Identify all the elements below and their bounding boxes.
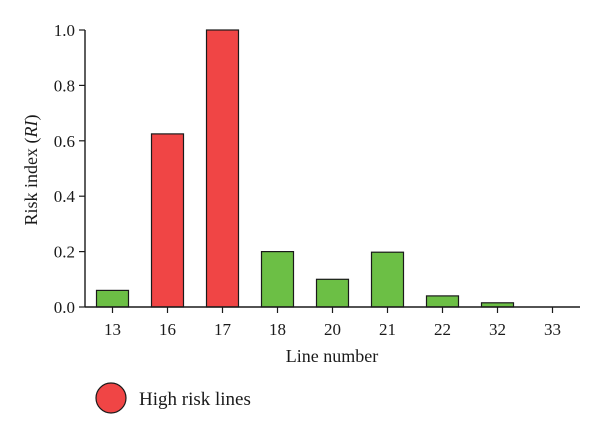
x-tick-label-13: 13: [104, 320, 121, 339]
bar-line-22: [425, 295, 460, 308]
y-tick-label-0: 0.0: [54, 298, 75, 317]
legend-marker-high-risk: [95, 382, 127, 414]
bar-line-13: [95, 289, 130, 308]
x-tick-label-20: 20: [324, 320, 341, 339]
y-tick-label-1: 0.2: [54, 243, 75, 262]
bar-line-16: [150, 133, 185, 308]
x-tick-label-22: 22: [434, 320, 451, 339]
x-tick-label-33: 33: [544, 320, 561, 339]
legend-label-high-risk: High risk lines: [139, 389, 251, 410]
bars-group: [95, 29, 515, 308]
y-tick-label-2: 0.4: [54, 187, 76, 206]
x-tick-label-21: 21: [379, 320, 396, 339]
x-tick-label-18: 18: [269, 320, 286, 339]
legend: High risk lines: [95, 382, 251, 414]
y-tick-label-4: 0.8: [54, 76, 75, 95]
y-axis-label: Risk index (RI): [21, 115, 42, 226]
bar-line-20: [315, 278, 350, 308]
bar-line-18: [260, 251, 295, 308]
x-tick-label-16: 16: [159, 320, 176, 339]
bar-line-17: [205, 29, 240, 308]
y-tick-label-5: 1.0: [54, 21, 75, 40]
x-tick-label-32: 32: [489, 320, 506, 339]
y-tick-label-3: 0.6: [54, 132, 75, 151]
bar-line-21: [370, 251, 405, 308]
x-axis-label: Line number: [286, 346, 378, 366]
y-ticks-group: 0.0 0.2 0.4 0.6 0.8 1.0: [54, 21, 85, 317]
x-ticks-group: 13 16 17 18 20 21 22 32 33: [104, 307, 561, 339]
x-tick-label-17: 17: [214, 320, 232, 339]
